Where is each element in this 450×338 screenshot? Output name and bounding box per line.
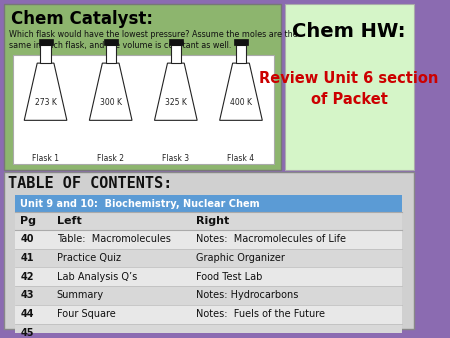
Text: Practice Quiz: Practice Quiz	[57, 253, 121, 263]
Text: Flask 3: Flask 3	[162, 154, 189, 163]
Text: 45: 45	[20, 328, 34, 338]
Polygon shape	[39, 40, 53, 45]
Polygon shape	[106, 45, 116, 63]
Bar	[15, 286, 402, 305]
Polygon shape	[220, 63, 262, 120]
Text: 42: 42	[20, 272, 34, 282]
Text: Four Square: Four Square	[57, 309, 115, 319]
Polygon shape	[40, 45, 51, 63]
Text: Flask 2: Flask 2	[97, 154, 124, 163]
Text: Chem HW:: Chem HW:	[292, 22, 406, 41]
Bar	[4, 4, 281, 170]
Bar	[4, 172, 414, 330]
Bar	[285, 4, 414, 170]
Text: Table:  Macromolecules: Table: Macromolecules	[57, 234, 171, 244]
Text: Flask 1: Flask 1	[32, 154, 59, 163]
Text: Notes:  Fuels of the Future: Notes: Fuels of the Future	[196, 309, 324, 319]
Text: 44: 44	[20, 309, 34, 319]
Text: 400 K: 400 K	[230, 98, 252, 107]
Text: Chem Catalyst:: Chem Catalyst:	[11, 10, 153, 28]
Bar	[15, 195, 402, 212]
Text: Left: Left	[57, 216, 81, 226]
Text: Notes:  Macromolecules of Life: Notes: Macromolecules of Life	[196, 234, 346, 244]
Text: Unit 9 and 10:  Biochemistry, Nuclear Chem: Unit 9 and 10: Biochemistry, Nuclear Che…	[20, 199, 260, 209]
Bar	[15, 305, 402, 323]
Text: 43: 43	[20, 290, 34, 300]
Text: Right: Right	[196, 216, 229, 226]
Text: Graphic Organizer: Graphic Organizer	[196, 253, 284, 263]
Bar	[15, 230, 402, 248]
Bar	[15, 323, 402, 338]
Polygon shape	[24, 63, 67, 120]
Bar	[15, 267, 402, 286]
Polygon shape	[154, 63, 197, 120]
Polygon shape	[90, 63, 132, 120]
Text: 273 K: 273 K	[35, 98, 57, 107]
Text: Which flask would have the lowest pressure? Assume the moles are the
same in eac: Which flask would have the lowest pressu…	[9, 30, 298, 50]
Bar	[15, 248, 402, 267]
Polygon shape	[169, 40, 183, 45]
Text: 325 K: 325 K	[165, 98, 187, 107]
Polygon shape	[104, 40, 117, 45]
Text: 300 K: 300 K	[100, 98, 122, 107]
Text: TABLE OF CONTENTS:: TABLE OF CONTENTS:	[9, 175, 173, 191]
Text: Lab Analysis Q’s: Lab Analysis Q’s	[57, 272, 137, 282]
Text: Flask 4: Flask 4	[227, 154, 255, 163]
Text: Notes: Hydrocarbons: Notes: Hydrocarbons	[196, 290, 298, 300]
Text: Review Unit 6 section
of Packet: Review Unit 6 section of Packet	[260, 71, 439, 107]
Polygon shape	[234, 40, 248, 45]
Text: Pg: Pg	[20, 216, 36, 226]
Text: Food Test Lab: Food Test Lab	[196, 272, 262, 282]
Text: 40: 40	[20, 234, 34, 244]
Text: Summary: Summary	[57, 290, 104, 300]
Bar	[15, 212, 402, 230]
Polygon shape	[236, 45, 246, 63]
Bar	[13, 55, 274, 164]
Text: 41: 41	[20, 253, 34, 263]
Polygon shape	[171, 45, 181, 63]
